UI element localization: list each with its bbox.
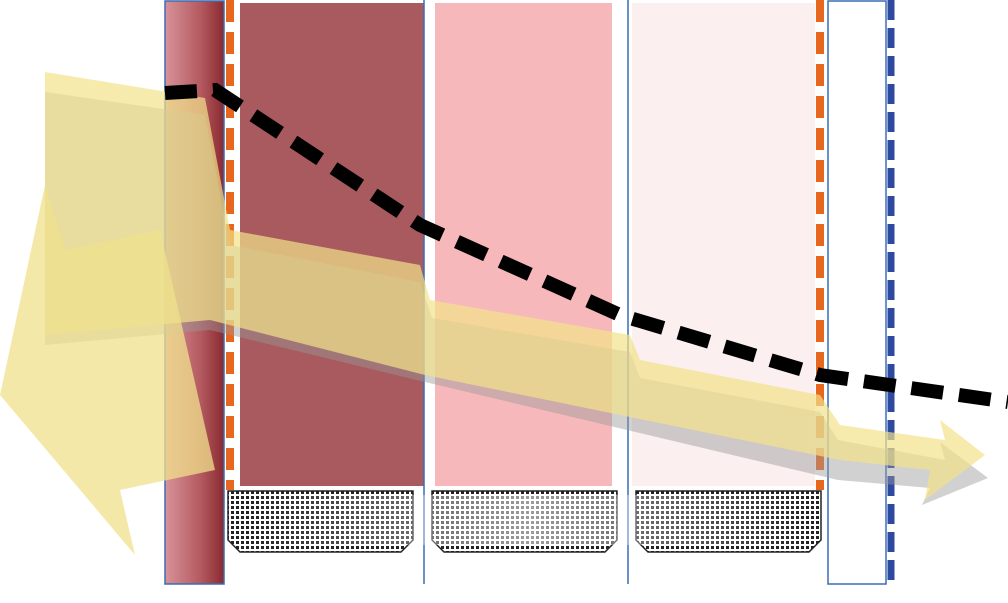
heat-flow-arrow (45, 72, 985, 500)
footing-shade (250, 495, 810, 545)
inner-layer (827, 0, 887, 585)
temperature-line (164, 82, 1008, 409)
reflected-arrow (0, 185, 215, 555)
footings (227, 490, 822, 553)
